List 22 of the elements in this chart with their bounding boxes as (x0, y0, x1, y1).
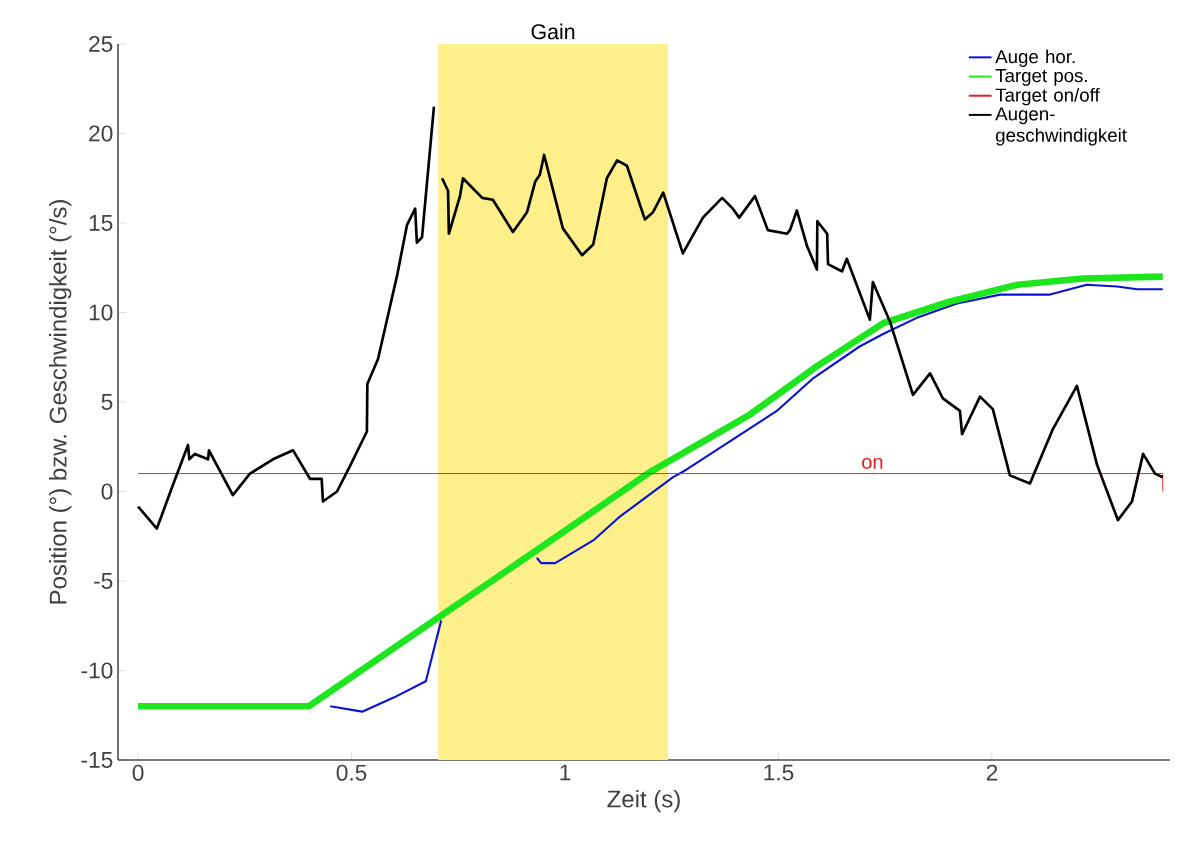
y-tick-label: 20 (89, 125, 113, 142)
x-axis-title: Zeit (s) (607, 789, 680, 813)
y-tick-label: 10 (89, 304, 113, 321)
y-tick-label: 25 (89, 35, 113, 53)
y-tick-label: 0 (101, 483, 113, 500)
y-tick-label: -15 (81, 752, 113, 768)
x-tick-label: 0 (132, 764, 144, 781)
x-tick-label: 2 (986, 764, 998, 781)
legend-label: Target on/off (995, 87, 1100, 106)
x-tick-label: 1.5 (764, 764, 794, 781)
y-tick-label: 15 (89, 215, 113, 231)
legend-label: Target pos. (995, 69, 1087, 86)
y-tick-label: 5 (101, 394, 113, 410)
legend-label: Auge hor. (995, 49, 1075, 67)
annotation: on (862, 457, 883, 469)
y-tick-label: -5 (94, 573, 113, 589)
band-label: Gain (531, 23, 575, 40)
legend-label: Augen-geschwindigkeit (995, 107, 1127, 146)
x-tick-label: 0.5 (336, 764, 367, 781)
x-tick-label: 1 (560, 764, 571, 781)
y-axis-title: Position (°) bzw. Geschwindigkeit (°/s) (49, 200, 72, 604)
y-tick-label: -10 (81, 662, 113, 679)
